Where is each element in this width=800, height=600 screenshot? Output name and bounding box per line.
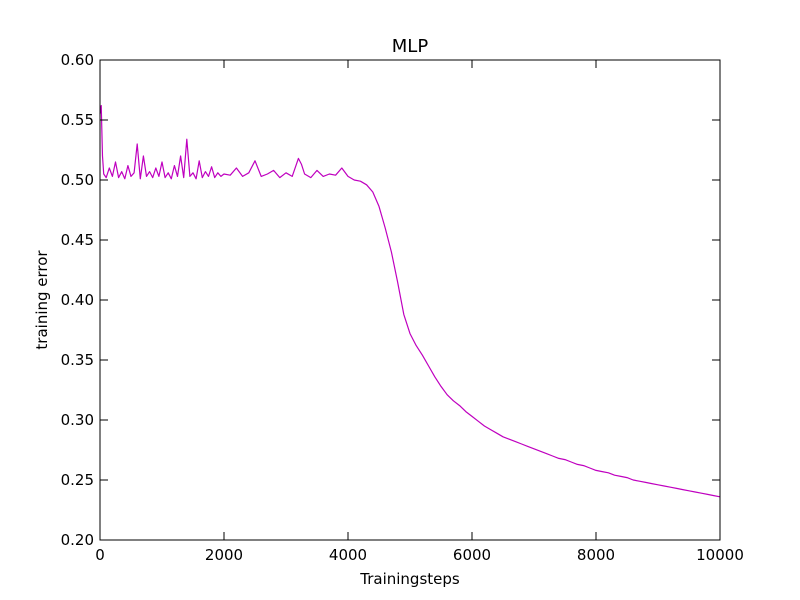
plot-area xyxy=(99,104,721,498)
y-tick-label: 0.40 xyxy=(61,291,94,309)
y-tick-label: 0.20 xyxy=(61,531,94,549)
y-tick-label: 0.45 xyxy=(61,231,94,249)
y-tick-label: 0.55 xyxy=(61,111,94,129)
x-tick-label: 4000 xyxy=(329,546,367,564)
y-tick-label: 0.30 xyxy=(61,411,94,429)
x-tick-label: 6000 xyxy=(453,546,491,564)
x-tick-label: 0 xyxy=(95,546,105,564)
chart-title: MLP xyxy=(392,36,429,57)
y-tick-label: 0.35 xyxy=(61,351,94,369)
y-tick-label: 0.60 xyxy=(61,51,94,69)
series-line-0 xyxy=(99,104,721,498)
y-axis-label: training error xyxy=(33,250,51,350)
x-axis-label: Trainingsteps xyxy=(359,570,460,588)
x-tick-label: 8000 xyxy=(577,546,615,564)
axis-ticks: 0 2000 4000 6000 8000 10000 0.20 0.25 0.30 0.35 0.… xyxy=(61,51,744,564)
x-tick-label: 2000 xyxy=(205,546,243,564)
y-tick-label: 0.25 xyxy=(61,471,94,489)
plot-frame xyxy=(99,59,721,541)
x-tick-label: 10000 xyxy=(696,546,744,564)
y-tick-label: 0.50 xyxy=(61,171,94,189)
